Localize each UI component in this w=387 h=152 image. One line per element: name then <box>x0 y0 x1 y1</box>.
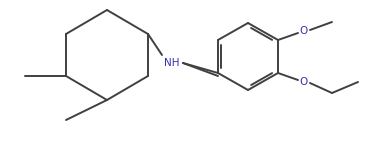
Text: O: O <box>299 77 307 87</box>
Text: O: O <box>299 26 307 36</box>
Text: NH: NH <box>164 58 180 68</box>
